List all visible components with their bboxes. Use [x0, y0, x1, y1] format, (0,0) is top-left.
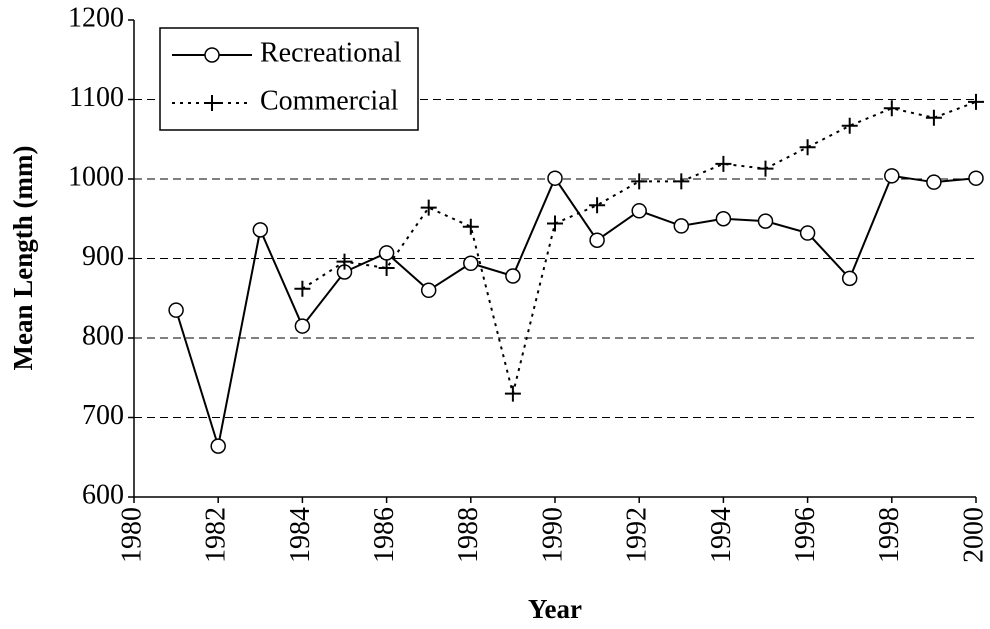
point	[505, 268, 521, 284]
y-tick-label: 1000	[68, 161, 124, 192]
legend-label: Recreational	[260, 37, 402, 68]
point	[715, 211, 732, 227]
y-tick-label: 800	[82, 320, 124, 351]
point	[252, 222, 269, 238]
x-tick-label: 1986	[369, 507, 400, 563]
x-tick-label: 1984	[285, 507, 316, 563]
legend-label: Commercial	[260, 85, 399, 116]
point	[294, 280, 311, 297]
point	[378, 245, 395, 261]
point	[210, 438, 226, 454]
point	[547, 215, 563, 232]
point	[631, 203, 647, 219]
point	[968, 93, 984, 110]
point	[799, 139, 816, 156]
y-tick-label: 700	[82, 400, 124, 431]
point	[547, 170, 563, 186]
point	[378, 260, 395, 277]
point	[968, 170, 984, 186]
point	[799, 225, 816, 241]
y-axis-title: Mean Length (mm)	[8, 146, 38, 371]
point	[462, 218, 479, 235]
y-tick-label: 600	[82, 479, 124, 510]
point	[841, 270, 858, 287]
point	[631, 173, 648, 190]
x-tick-label: 1982	[201, 507, 232, 563]
x-tick-label: 1994	[706, 507, 737, 563]
point	[294, 318, 311, 334]
series-line	[175, 174, 977, 447]
y-tick-label: 900	[82, 241, 124, 272]
point	[841, 117, 858, 134]
point	[589, 232, 605, 248]
x-tick-label: 1996	[790, 507, 821, 563]
point	[757, 160, 774, 177]
point	[926, 174, 942, 190]
legend-marker	[204, 95, 220, 111]
point	[715, 155, 732, 172]
legend-box	[159, 27, 419, 131]
y-tick-label: 1100	[69, 82, 124, 113]
legend-marker	[204, 47, 220, 63]
x-tick-label: 1998	[874, 507, 905, 563]
point	[420, 282, 437, 299]
point	[884, 168, 900, 184]
x-tick-label: 1992	[622, 507, 653, 563]
point	[463, 255, 479, 272]
point	[673, 173, 690, 190]
point	[168, 302, 184, 318]
point	[925, 109, 942, 126]
x-tick-label: 1990	[537, 507, 568, 563]
series-line	[301, 100, 977, 394]
point	[420, 199, 437, 216]
x-tick-label: 1980	[116, 507, 147, 563]
point	[673, 218, 690, 234]
x-tick-label: 1988	[453, 507, 484, 563]
point	[336, 253, 353, 270]
x-axis-title: Year	[528, 594, 582, 624]
point	[757, 213, 774, 229]
point	[883, 100, 900, 117]
y-tick-label: 1200	[68, 2, 124, 33]
point	[589, 197, 606, 214]
x-tick-label: 2000	[958, 507, 989, 563]
point	[504, 385, 521, 402]
